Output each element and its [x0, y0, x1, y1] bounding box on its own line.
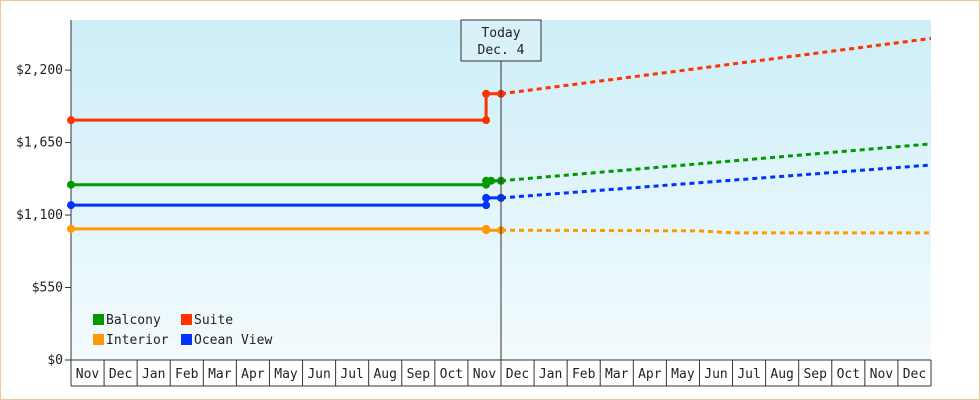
legend-label: Suite: [194, 313, 233, 328]
legend-label: Interior: [106, 333, 169, 348]
y-tick-label: $1,100: [16, 208, 63, 223]
data-point: [487, 176, 496, 185]
x-tick-label: Jul: [737, 367, 760, 382]
x-tick-label: Nov: [870, 367, 894, 382]
x-tick-label: Aug: [373, 367, 396, 382]
x-tick-label: Dec: [903, 367, 926, 382]
y-tick-label: $550: [32, 281, 63, 296]
x-tick-label: Jun: [704, 367, 727, 382]
legend-item-interior: Interior: [93, 333, 169, 348]
x-tick-label: Oct: [837, 367, 860, 382]
y-tick-label: $2,200: [16, 63, 63, 78]
data-point: [482, 89, 491, 98]
data-point: [67, 201, 75, 210]
x-tick-label: Apr: [241, 367, 265, 382]
legend-item-ocean-view: Ocean View: [181, 333, 272, 348]
x-tick-label: Sep: [803, 367, 827, 382]
x-tick-label: Aug: [770, 367, 793, 382]
legend-swatch: [181, 314, 192, 325]
today-marker: Today Dec. 4: [460, 19, 542, 360]
y-tick-label: $1,650: [16, 136, 63, 151]
y-tick-label: $0: [47, 353, 63, 368]
x-tick-label: Jan: [539, 367, 562, 382]
series-forecast-line: [500, 36, 932, 96]
data-point: [482, 116, 491, 125]
today-date: Dec. 4: [478, 43, 525, 58]
x-tick-label: Feb: [572, 367, 596, 382]
legend-swatch: [93, 334, 104, 345]
legend-item-suite: Suite: [181, 313, 233, 328]
today-label-box: [460, 19, 542, 62]
x-tick-label: Oct: [440, 367, 463, 382]
x-tick-label: Jan: [142, 367, 165, 382]
legend-item-balcony: Balcony: [93, 313, 161, 328]
x-tick-label: Jul: [340, 367, 363, 382]
legend-swatch: [93, 314, 104, 325]
x-tick-label: Jun: [307, 367, 330, 382]
x-tick-label: Mar: [208, 367, 232, 382]
data-point: [482, 226, 491, 235]
data-point: [482, 201, 491, 210]
x-tick-label: Nov: [473, 367, 497, 382]
x-tick-label: Dec: [506, 367, 529, 382]
data-point: [67, 224, 75, 233]
y-axis: $0 $550 $1,100 $1,650 $2,200: [16, 20, 72, 368]
legend-label: Ocean View: [194, 333, 272, 348]
series-suite: [67, 36, 932, 125]
legend-label: Balcony: [106, 313, 161, 328]
series-ocean-view: [67, 163, 932, 210]
data-point: [67, 116, 75, 125]
data-point: [67, 180, 75, 189]
x-tick-label: May: [671, 367, 695, 382]
data-point: [482, 193, 491, 202]
x-axis: Nov Dec Jan Feb Mar Apr May Jun Jul Aug Sep Oct Nov D…: [70, 359, 932, 387]
x-tick-label: Apr: [638, 367, 662, 382]
x-tick-label: Sep: [407, 367, 431, 382]
series-history-line: [71, 92, 501, 122]
x-tick-label: Feb: [175, 367, 199, 382]
series-history-line: [71, 227, 501, 232]
legend: Balcony Suite Interior Ocean View: [93, 313, 272, 348]
series-forecast-line: [500, 228, 931, 235]
x-tick-label: May: [274, 367, 298, 382]
x-tick-label: Mar: [605, 367, 629, 382]
x-tick-label: Dec: [109, 367, 132, 382]
x-tick-label: Nov: [76, 367, 100, 382]
legend-swatch: [181, 334, 192, 345]
series-balcony: [67, 142, 932, 189]
today-label: Today: [481, 26, 520, 41]
